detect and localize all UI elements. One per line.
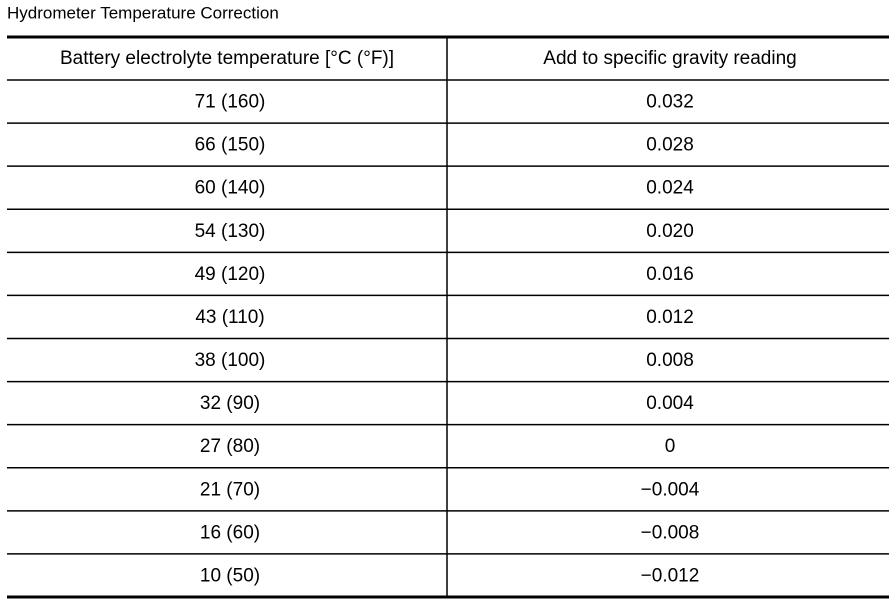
temperature-cell: 10 (50)	[200, 565, 260, 586]
correction-cell: 0	[665, 436, 676, 457]
column-header: Add to specific gravity reading	[543, 48, 796, 69]
correction-cell: −0.012	[641, 565, 700, 586]
temperature-cell: 49 (120)	[195, 264, 266, 285]
correction-cell: 0.032	[646, 92, 694, 113]
temperature-cell: 38 (100)	[195, 350, 266, 371]
temperature-cell: 60 (140)	[195, 178, 266, 199]
temperature-cell: 71 (160)	[195, 92, 266, 113]
correction-cell: 0.020	[646, 221, 694, 242]
temperature-cell: 16 (60)	[200, 522, 260, 543]
correction-cell: 0.012	[646, 307, 694, 328]
correction-cell: −0.004	[641, 479, 700, 500]
correction-cell: −0.008	[641, 522, 700, 543]
correction-cell: 0.008	[646, 350, 694, 371]
temperature-cell: 43 (110)	[195, 307, 264, 328]
correction-cell: 0.024	[646, 178, 694, 199]
temperature-cell: 32 (90)	[200, 393, 260, 414]
correction-cell: 0.004	[646, 393, 694, 414]
temperature-cell: 54 (130)	[195, 221, 266, 242]
table-title: Hydrometer Temperature Correction	[7, 3, 279, 22]
correction-cell: 0.016	[646, 264, 694, 285]
temperature-cell: 27 (80)	[200, 436, 260, 457]
temperature-cell: 21 (70)	[200, 479, 260, 500]
column-header: Battery electrolyte temperature [°C (°F)…	[60, 48, 394, 69]
temperature-cell: 66 (150)	[195, 135, 266, 156]
correction-cell: 0.028	[646, 135, 694, 156]
